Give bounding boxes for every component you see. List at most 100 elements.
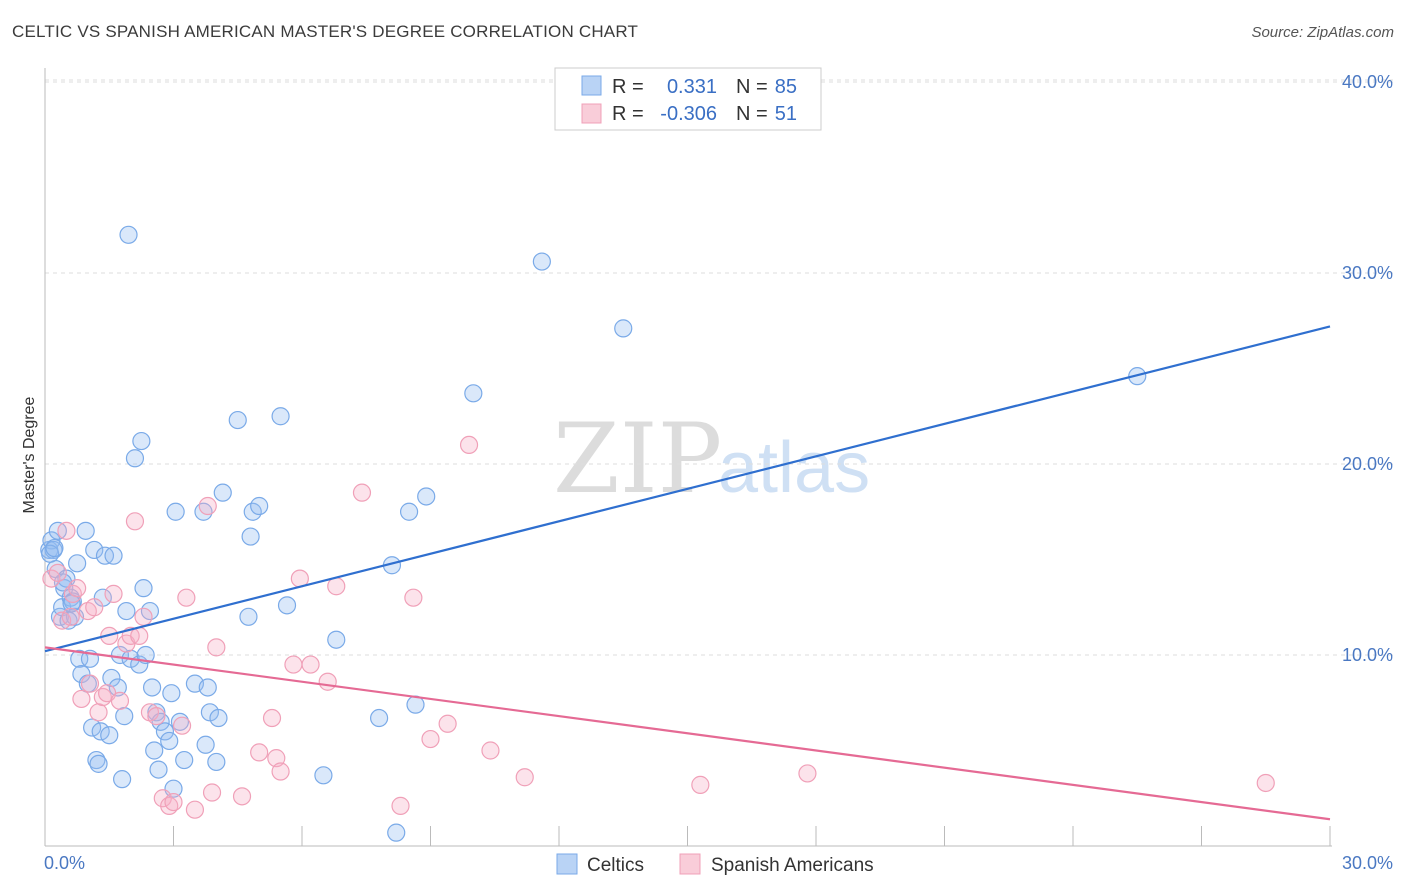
data-point xyxy=(207,638,226,657)
data-point xyxy=(198,678,217,697)
data-point xyxy=(277,596,297,615)
data-point xyxy=(110,645,130,665)
watermark-zip: ZIP xyxy=(553,403,722,515)
legend-r-value-2: -0.306 xyxy=(660,103,717,125)
data-point xyxy=(125,512,145,531)
data-point xyxy=(172,716,192,735)
data-point xyxy=(232,787,252,806)
y-axis-label: Master's Degree xyxy=(21,396,38,513)
data-point xyxy=(149,760,168,779)
data-point xyxy=(228,410,247,430)
data-point xyxy=(318,672,337,691)
data-point xyxy=(327,577,346,596)
legend-r-label-2: R = xyxy=(612,103,644,125)
data-point xyxy=(515,768,534,787)
data-point xyxy=(198,496,217,516)
legend-box: R = 0.331 N = 85 R = -0.306 N = 51 xyxy=(554,67,822,131)
data-point xyxy=(196,735,215,754)
data-point xyxy=(85,540,104,560)
data-point xyxy=(250,743,269,762)
data-point xyxy=(164,792,183,812)
data-point xyxy=(100,726,119,745)
data-point xyxy=(117,601,136,621)
data-point xyxy=(72,689,91,709)
bottom-legend-spanish: Spanish Americans xyxy=(711,855,874,876)
data-point xyxy=(110,691,130,710)
data-point xyxy=(104,584,123,603)
data-point xyxy=(68,579,87,598)
data-point xyxy=(166,502,185,521)
data-point xyxy=(239,607,258,626)
trend-line xyxy=(44,646,1331,821)
data-point xyxy=(85,598,104,617)
data-point xyxy=(438,714,457,733)
data-point xyxy=(314,766,333,785)
bottom-legend-celtics: Celtics xyxy=(587,855,644,876)
data-point xyxy=(61,607,80,626)
data-point xyxy=(175,750,194,770)
data-point xyxy=(68,554,87,573)
gridlines xyxy=(45,79,1395,656)
legend-n-value-2: 51 xyxy=(775,103,797,125)
data-point xyxy=(145,741,164,760)
data-point xyxy=(250,496,269,516)
data-point xyxy=(89,754,108,773)
data-point xyxy=(459,435,479,454)
data-point xyxy=(104,546,123,565)
data-point xyxy=(125,449,145,468)
data-point xyxy=(112,770,132,789)
data-point xyxy=(134,579,153,598)
data-point xyxy=(57,521,76,540)
data-point xyxy=(387,823,406,842)
data-point xyxy=(213,483,232,502)
axes: 10.0% 20.0% 30.0% 40.0% 0.0% 30.0% xyxy=(44,68,1393,873)
watermark-atlas: atlas xyxy=(718,428,870,508)
data-point xyxy=(241,527,260,546)
trend-lines xyxy=(44,325,1331,821)
data-point xyxy=(147,707,166,726)
data-point xyxy=(80,674,100,693)
legend-r-label-1: R = xyxy=(612,76,644,98)
data-point xyxy=(370,708,389,728)
trend-line xyxy=(44,325,1331,653)
data-point xyxy=(271,407,290,426)
data-point xyxy=(115,707,134,726)
data-point xyxy=(160,731,179,751)
data-point xyxy=(267,749,286,768)
data-point xyxy=(45,538,64,558)
data-point xyxy=(481,741,500,760)
data-point xyxy=(155,722,175,741)
bottom-legend-swatch-spanish xyxy=(679,853,701,875)
data-point xyxy=(48,563,67,582)
data-point xyxy=(53,611,72,630)
data-point xyxy=(352,483,372,502)
data-point xyxy=(70,649,89,668)
data-point xyxy=(108,678,127,697)
data-point xyxy=(391,796,410,815)
data-point xyxy=(177,588,196,607)
data-point xyxy=(301,655,320,674)
data-point xyxy=(271,762,290,781)
data-point xyxy=(798,764,817,783)
data-point xyxy=(532,252,551,271)
legend-r-value-1: 0.331 xyxy=(667,76,717,98)
data-point xyxy=(83,718,102,737)
data-point xyxy=(399,502,419,521)
data-point xyxy=(464,384,483,403)
data-point xyxy=(185,800,205,819)
legend-swatch-spanish xyxy=(581,103,602,124)
data-points xyxy=(40,225,1275,842)
data-point xyxy=(162,684,181,703)
data-point xyxy=(417,487,436,506)
data-point xyxy=(134,607,153,626)
x-tick-label: 0.0% xyxy=(44,853,85,873)
data-point xyxy=(327,630,346,649)
legend-n-label-2: N = xyxy=(736,103,768,125)
data-point xyxy=(1256,773,1275,793)
data-point xyxy=(691,775,710,794)
data-point xyxy=(119,225,138,244)
data-point xyxy=(207,752,226,772)
legend-n-label-1: N = xyxy=(736,76,768,98)
data-point xyxy=(147,703,166,722)
